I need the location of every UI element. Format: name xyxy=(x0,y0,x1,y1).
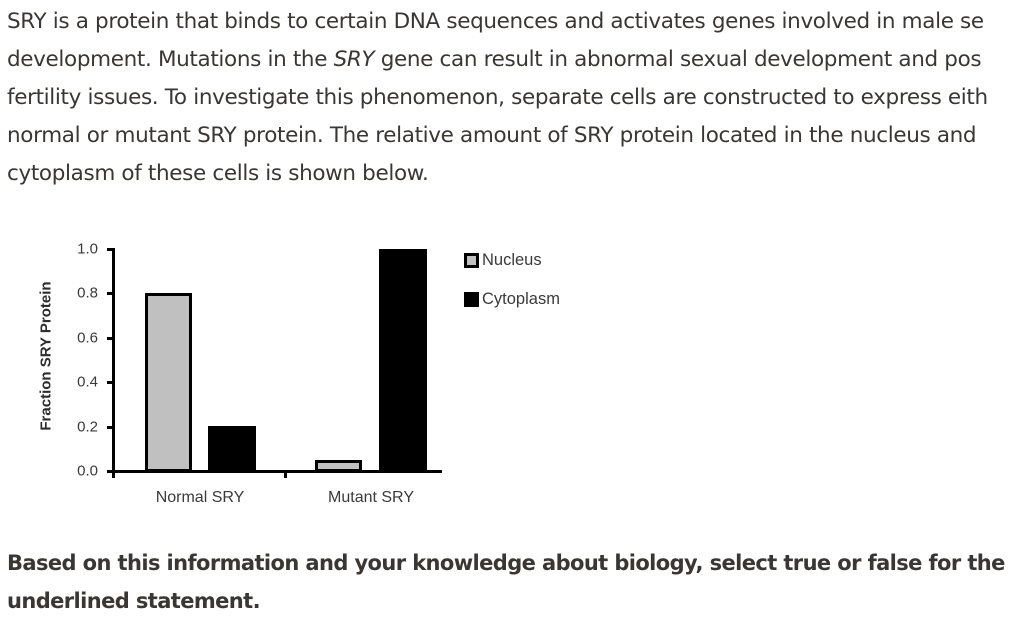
y-tick-label: 1.0 xyxy=(77,240,98,258)
intro-line-2: development. Mutations in the SRY gene c… xyxy=(7,41,1024,79)
legend-item-nucleus: Nucleus xyxy=(464,249,560,271)
intro-line-2-end: gene can result in abnormal sexual devel… xyxy=(374,47,982,72)
intro-line-1: SRY is a protein that binds to certain D… xyxy=(7,9,984,34)
y-tick xyxy=(107,248,113,251)
question-prompt: Based on this information and your knowl… xyxy=(7,544,1005,620)
legend-item-cytoplasm: Cytoplasm xyxy=(464,288,560,310)
bar-chart: Fraction SRY Protein 0.0 0.2 0.4 0.6 0.8… xyxy=(0,230,620,520)
y-tick-label: 0.8 xyxy=(77,284,98,302)
y-tick-label: 0.6 xyxy=(77,329,98,347)
bar-normal-nucleus xyxy=(145,293,192,472)
chart-legend: Nucleus Cytoplasm xyxy=(464,249,560,327)
x-axis xyxy=(112,470,442,473)
y-tick-label: 0.4 xyxy=(77,373,98,391)
gene-name-italic: SRY xyxy=(333,47,375,72)
bar-mutant-cytoplasm xyxy=(379,249,427,472)
x-category-label: Normal SRY xyxy=(155,489,245,506)
y-tick xyxy=(107,425,113,429)
cytoplasm-swatch-icon xyxy=(464,291,479,307)
x-tick xyxy=(284,472,287,478)
intro-paragraph: SRY is a protein that binds to certain D… xyxy=(7,3,1024,193)
y-axis-label: Fraction SRY Protein xyxy=(37,281,55,431)
y-tick xyxy=(107,336,113,340)
y-tick xyxy=(107,470,113,473)
y-tick xyxy=(107,292,113,296)
y-tick-label: 0.2 xyxy=(77,418,98,436)
y-tick xyxy=(107,381,113,385)
legend-label: Nucleus xyxy=(482,250,542,269)
x-category-label: Mutant SRY xyxy=(328,489,414,506)
intro-line-5: cytoplasm of these cells is shown below. xyxy=(7,161,429,186)
intro-line-2-start: development. Mutations in the xyxy=(7,47,334,72)
intro-line-3: fertility issues. To investigate this ph… xyxy=(7,85,988,110)
nucleus-swatch-icon xyxy=(464,252,479,268)
intro-line-4: normal or mutant SRY protein. The relati… xyxy=(7,123,977,148)
y-tick-label: 0.0 xyxy=(77,462,98,480)
legend-label: Cytoplasm xyxy=(482,289,560,308)
bar-normal-cytoplasm xyxy=(208,426,256,472)
question-line-1: Based on this information and your knowl… xyxy=(7,551,1005,575)
y-axis xyxy=(112,248,115,472)
question-line-2: underlined statement. xyxy=(7,589,261,613)
x-tick xyxy=(112,472,115,478)
